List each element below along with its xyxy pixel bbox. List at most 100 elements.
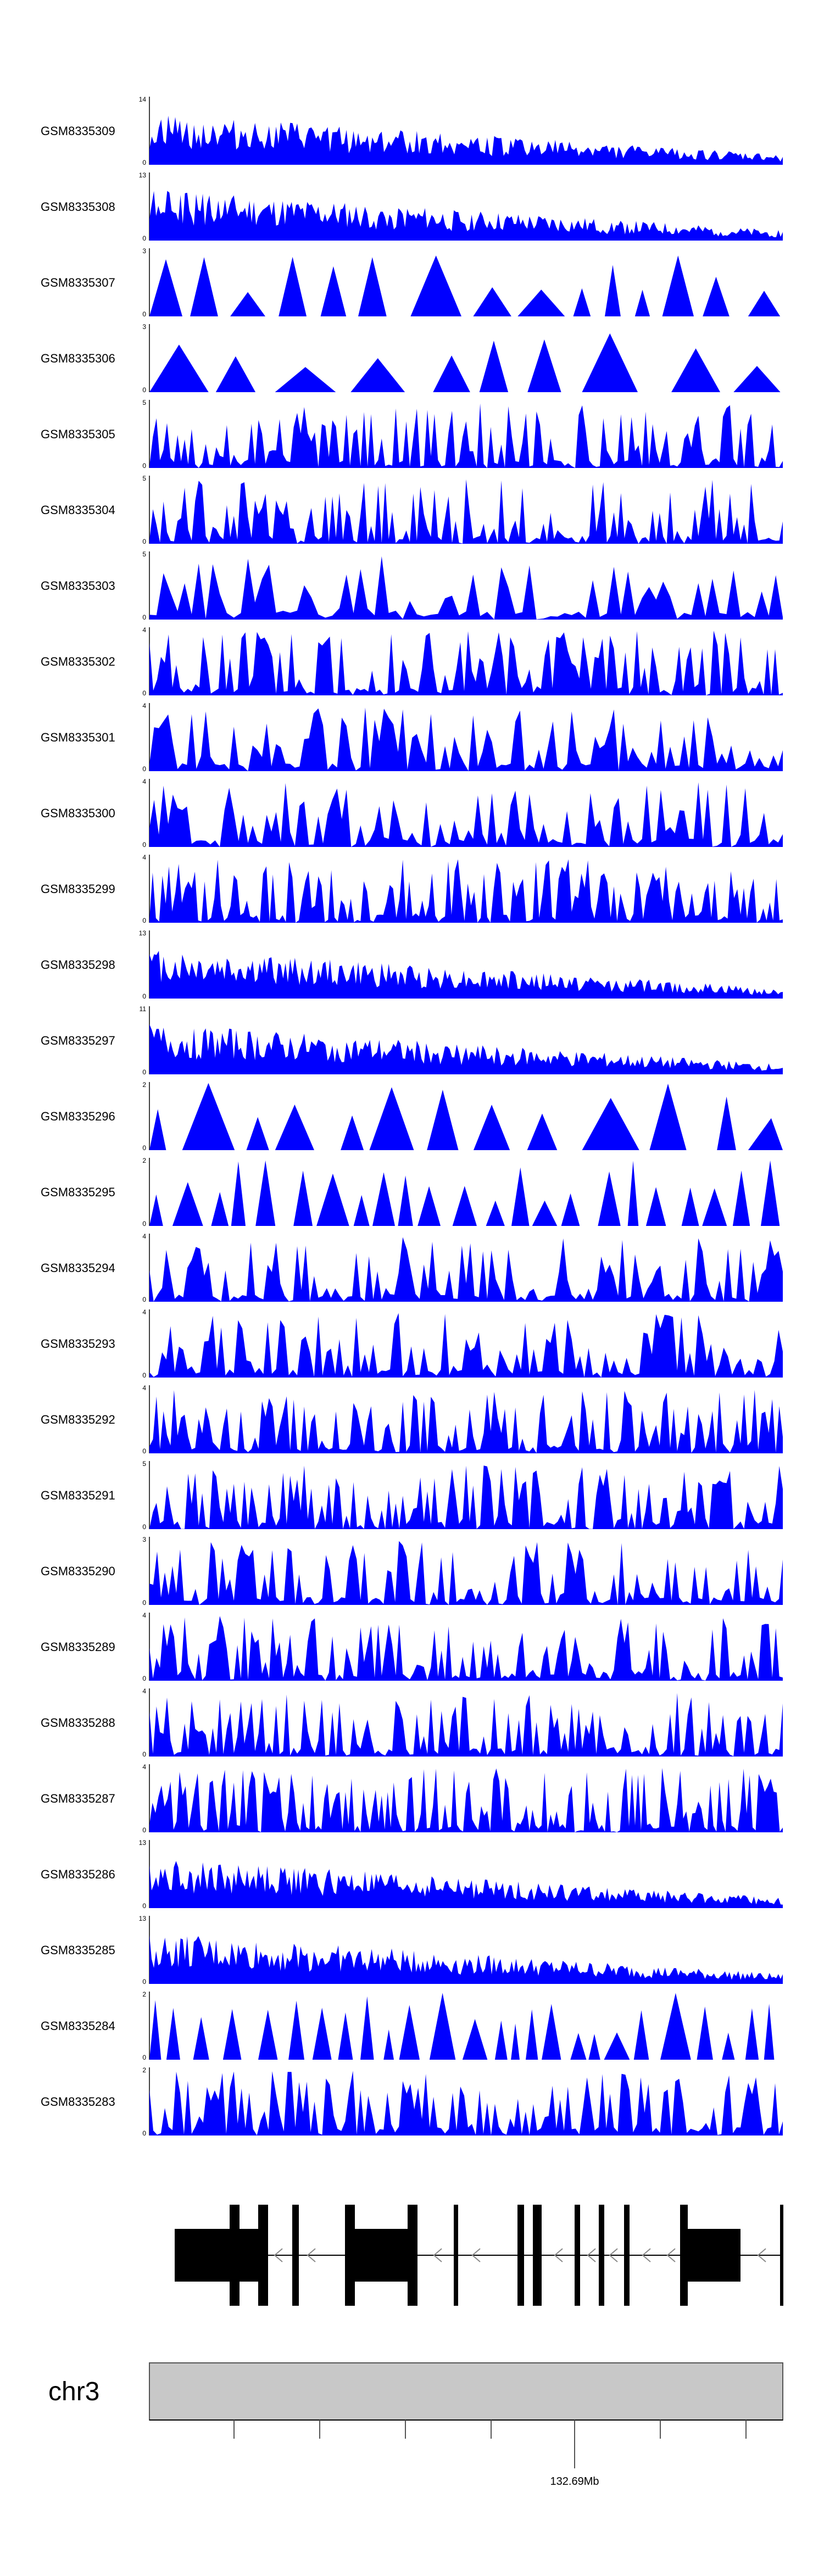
track-GSM8335307: GSM8335307 3 0 [41,247,783,318]
y-min-tick: 0 [142,2129,146,2137]
exon-1 [230,2205,240,2306]
track-GSM8335294: GSM8335294 4 0 [41,1233,783,1303]
y-max-tick: 4 [142,1384,146,1392]
y-min-tick: 0 [142,1750,146,1758]
exon-4 [345,2205,355,2306]
y-min-tick: 0 [142,1902,146,1910]
chromosome-ideogram: chr3 132.69Mb [48,2362,783,2488]
strand-arrow-icon [587,2248,596,2262]
y-min-tick: 0 [142,1220,146,1228]
y-min-tick: 0 [142,462,146,470]
strand-arrow-icon [609,2248,618,2262]
coverage-area [149,1616,783,1681]
track-GSM8335305: GSM8335305 5 0 [41,399,783,470]
track-GSM8335301: GSM8335301 4 0 [41,702,783,773]
coverage-area [149,631,783,695]
y-max-tick: 4 [142,1687,146,1695]
y-min-tick: 0 [142,689,146,697]
track-GSM8335287: GSM8335287 4 0 [41,1763,783,1834]
coverage-area [149,333,783,392]
y-max-tick: 5 [142,550,146,558]
y-min-tick: 0 [142,1144,146,1152]
y-max-tick: 2 [142,2066,146,2074]
y-min-tick: 0 [142,1675,146,1682]
strand-arrow-icon [666,2248,676,2262]
coverage-area [149,1861,783,1908]
y-max-tick: 2 [142,1157,146,1164]
sample-label: GSM8335292 [41,1413,115,1426]
y-max-tick: 3 [142,1536,146,1543]
sample-label: GSM8335301 [41,731,115,744]
strand-arrow-icon [642,2248,651,2262]
sample-label: GSM8335295 [41,1185,115,1199]
coverage-area [149,191,783,241]
sample-label: GSM8335300 [41,806,115,820]
exon-2 [258,2205,268,2306]
y-min-tick: 0 [142,614,146,621]
coverage-area [149,2071,783,2135]
sample-label: GSM8335305 [41,427,115,441]
y-max-tick: 3 [142,247,146,255]
y-max-tick: 13 [139,929,147,937]
strand-arrow-icon [307,2248,316,2262]
coverage-area [149,1390,783,1453]
exon-utr-2 [688,2229,741,2282]
y-min-tick: 0 [142,765,146,773]
y-max-tick: 3 [142,323,146,331]
y-max-tick: 4 [142,1233,146,1240]
y-min-tick: 0 [142,159,146,166]
exon-3 [292,2205,299,2306]
y-min-tick: 0 [142,1447,146,1455]
y-max-tick: 4 [142,1308,146,1316]
y-max-tick: 2 [142,1081,146,1089]
sample-label: GSM8335290 [41,1564,115,1578]
track-GSM8335291: GSM8335291 5 0 [41,1460,783,1531]
track-GSM8335296: GSM8335296 2 0 [41,1081,783,1152]
strand-arrows [274,2248,766,2262]
sample-label: GSM8335303 [41,579,115,593]
y-max-tick: 13 [139,1839,147,1847]
sample-label: GSM8335289 [41,1640,115,1654]
coverage-area [149,1237,783,1302]
track-GSM8335304: GSM8335304 5 0 [41,475,783,545]
sample-label: GSM8335298 [41,958,115,972]
y-max-tick: 13 [139,171,147,179]
sample-label: GSM8335297 [41,1034,115,1047]
track-GSM8335297: GSM8335297 11 0 [41,1005,783,1076]
coverage-area [149,1993,783,2060]
sample-label: GSM8335296 [41,1109,115,1123]
y-min-tick: 0 [142,1371,146,1379]
track-GSM8335288: GSM8335288 4 0 [41,1687,783,1758]
track-GSM8335284: GSM8335284 2 0 [41,1990,783,2061]
sample-label: GSM8335308 [41,200,115,214]
exon-11 [599,2205,604,2306]
y-max-tick: 4 [142,854,146,861]
track-GSM8335308: GSM8335308 13 0 [41,171,783,242]
exon-6 [408,2205,417,2306]
track-GSM8335286: GSM8335286 13 0 [41,1839,783,1910]
track-GSM8335306: GSM8335306 3 0 [41,323,783,394]
strand-arrow-icon [554,2248,563,2262]
coverage-area [149,1767,783,1832]
track-GSM8335303: GSM8335303 5 0 [41,550,783,621]
y-min-tick: 0 [142,310,146,318]
sample-label: GSM8335299 [41,882,115,896]
y-max-tick: 4 [142,778,146,785]
coverage-area [149,859,783,923]
track-GSM8335302: GSM8335302 4 0 [41,626,783,697]
sample-label: GSM8335306 [41,352,115,365]
track-GSM8335300: GSM8335300 4 0 [41,778,783,849]
exon-7 [454,2205,458,2306]
y-min-tick: 0 [142,917,146,924]
track-GSM8335285: GSM8335285 13 0 [41,1915,783,1986]
coverage-tracks: GSM8335309140GSM8335308130GSM833530730GS… [41,96,783,2137]
coverage-area [149,951,783,999]
coverage-area [149,1083,783,1150]
strand-arrow-icon [757,2248,766,2262]
y-min-tick: 0 [142,841,146,849]
y-min-tick: 0 [142,538,146,545]
track-GSM8335283: GSM8335283 2 0 [41,2066,783,2137]
track-GSM8335298: GSM8335298 13 0 [41,929,783,1000]
y-max-tick: 14 [139,96,147,103]
y-max-tick: 2 [142,1990,146,1998]
